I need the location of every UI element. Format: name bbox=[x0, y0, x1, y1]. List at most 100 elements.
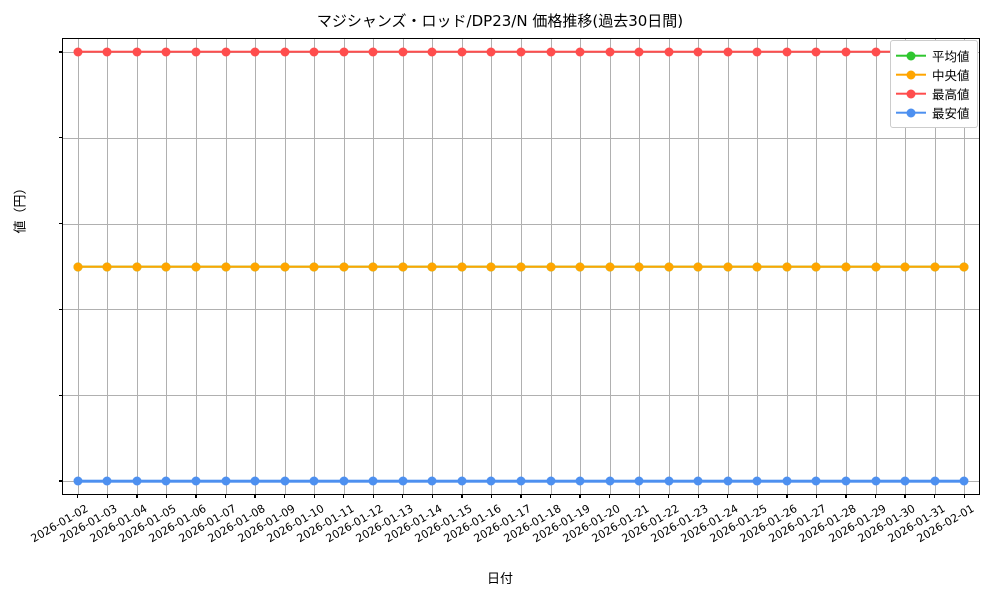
series-line-segment bbox=[255, 50, 285, 54]
data-point-marker bbox=[102, 476, 112, 486]
series-line-segment bbox=[166, 50, 196, 54]
series-line-segment bbox=[639, 479, 669, 483]
series-line-segment bbox=[402, 50, 433, 54]
series-line-segment bbox=[521, 479, 551, 483]
data-point-marker bbox=[132, 262, 142, 271]
data-point-marker bbox=[427, 476, 437, 486]
x-axis-tick-mark bbox=[727, 494, 729, 498]
series-line-segment bbox=[727, 479, 758, 483]
data-point-marker bbox=[191, 476, 201, 486]
series-line-segment bbox=[757, 265, 787, 268]
x-axis-tick-mark bbox=[608, 494, 611, 498]
legend-label: 平均値 bbox=[932, 49, 970, 64]
data-point-marker bbox=[664, 47, 674, 57]
data-point-marker bbox=[782, 262, 792, 271]
data-point-marker bbox=[339, 476, 349, 486]
series-line-segment bbox=[107, 479, 137, 483]
series-line-segment bbox=[373, 479, 403, 483]
series-line-segment bbox=[786, 265, 817, 268]
series-line-segment bbox=[284, 479, 315, 483]
x-axis-tick-mark bbox=[195, 494, 197, 498]
series-line-segment bbox=[284, 265, 315, 268]
data-point-marker bbox=[309, 476, 319, 486]
series-line-segment bbox=[461, 479, 492, 483]
legend-item-最高値[interactable]: 最高値 bbox=[896, 84, 970, 103]
data-point-marker bbox=[457, 262, 467, 271]
series-line-segment bbox=[786, 50, 817, 54]
data-point-marker bbox=[250, 262, 260, 271]
series-line-segment bbox=[314, 479, 344, 483]
series-line-segment bbox=[668, 479, 699, 483]
data-point-marker bbox=[723, 262, 733, 271]
data-point-marker bbox=[486, 476, 496, 486]
data-point-marker bbox=[457, 476, 467, 486]
series-line-segment bbox=[314, 265, 344, 268]
series-line-segment bbox=[609, 479, 640, 483]
data-point-marker bbox=[605, 476, 615, 486]
data-point-marker bbox=[723, 476, 733, 486]
series-line-segment bbox=[432, 479, 462, 483]
x-axis-title: 日付 bbox=[486, 572, 513, 587]
data-point-marker bbox=[486, 262, 496, 271]
data-point-marker bbox=[871, 476, 881, 486]
legend-item-最安値[interactable]: 最安値 bbox=[896, 103, 970, 122]
legend-label: 中央値 bbox=[932, 68, 970, 83]
x-axis-tick-mark bbox=[904, 494, 906, 498]
x-axis-tick-mark bbox=[756, 494, 759, 498]
series-line-segment bbox=[461, 265, 492, 268]
series-line-segment bbox=[373, 265, 403, 268]
series-line-segment bbox=[314, 50, 344, 54]
data-point-marker bbox=[841, 47, 851, 57]
x-axis-tick-mark bbox=[697, 494, 699, 498]
data-point-marker bbox=[841, 476, 851, 486]
data-point-marker bbox=[161, 47, 171, 57]
series-line-segment bbox=[580, 479, 610, 483]
series-line-segment bbox=[875, 265, 906, 268]
data-point-marker bbox=[368, 47, 378, 57]
data-point-marker bbox=[605, 47, 615, 57]
data-point-marker bbox=[782, 47, 792, 57]
legend-item-中央値[interactable]: 中央値 bbox=[896, 65, 970, 84]
data-point-marker bbox=[871, 47, 881, 57]
data-point-marker bbox=[664, 476, 674, 486]
series-line-segment bbox=[195, 479, 226, 483]
series-line-segment bbox=[432, 265, 462, 268]
data-point-marker bbox=[191, 47, 201, 57]
x-axis-tick-mark bbox=[431, 494, 433, 498]
x-axis-tick-mark bbox=[874, 494, 877, 498]
data-point-marker bbox=[634, 47, 644, 57]
series-line-segment bbox=[343, 265, 374, 268]
data-point-marker bbox=[634, 476, 644, 486]
y-axis-tick-mark bbox=[59, 51, 63, 53]
y-axis-tick-mark bbox=[59, 308, 63, 311]
series-line-segment bbox=[550, 50, 581, 54]
series-layer bbox=[63, 39, 979, 494]
data-point-marker bbox=[546, 476, 556, 486]
data-point-marker bbox=[161, 476, 171, 486]
legend-item-平均値[interactable]: 平均値 bbox=[896, 46, 970, 65]
series-line-segment bbox=[77, 479, 108, 483]
x-axis-tick-mark bbox=[372, 494, 374, 498]
series-line-segment bbox=[373, 50, 403, 54]
data-point-marker bbox=[280, 262, 290, 271]
data-point-marker bbox=[221, 262, 231, 271]
data-point-marker bbox=[73, 47, 83, 57]
series-line-segment bbox=[550, 479, 581, 483]
data-point-marker bbox=[221, 476, 231, 486]
series-line-segment bbox=[402, 265, 433, 268]
series-line-segment bbox=[846, 50, 876, 54]
data-point-marker bbox=[516, 47, 526, 57]
series-line-segment bbox=[225, 265, 256, 268]
y-axis-tick-mark bbox=[59, 137, 63, 139]
data-point-marker bbox=[191, 262, 201, 271]
data-point-marker bbox=[900, 262, 910, 271]
series-line-segment bbox=[284, 50, 315, 54]
x-axis-tick-mark bbox=[520, 494, 522, 498]
data-point-marker bbox=[132, 47, 142, 57]
data-point-marker bbox=[811, 47, 821, 57]
series-line-segment bbox=[432, 50, 462, 54]
data-point-marker bbox=[339, 262, 349, 271]
series-line-segment bbox=[934, 265, 965, 268]
series-line-segment bbox=[195, 265, 226, 268]
series-line-segment bbox=[521, 50, 551, 54]
